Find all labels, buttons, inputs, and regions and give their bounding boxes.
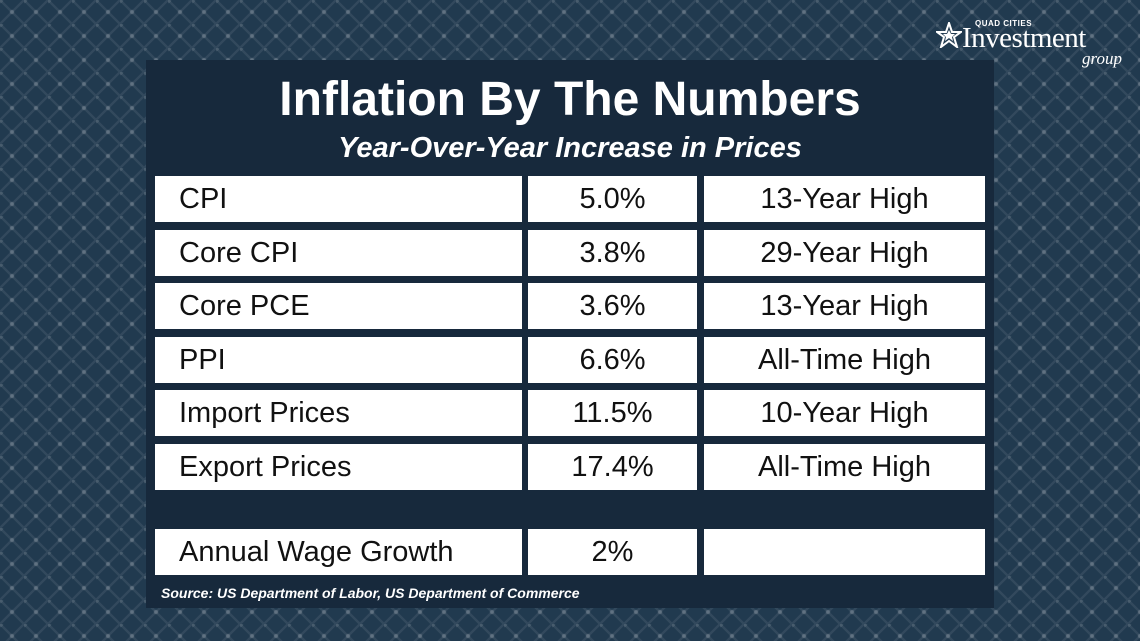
measure-cell: Core CPI bbox=[155, 230, 522, 276]
value-cell: 3.6% bbox=[528, 283, 697, 329]
value-cell: 5.0% bbox=[528, 176, 697, 222]
value-cell: 3.8% bbox=[528, 230, 697, 276]
measure-cell: PPI bbox=[155, 337, 522, 383]
table-row: Core CPI 3.8% 29-Year High bbox=[155, 230, 985, 276]
star-icon bbox=[936, 22, 962, 48]
company-logo: QUAD CITIES Investment group bbox=[936, 16, 1124, 70]
note-cell: 29-Year High bbox=[704, 230, 985, 276]
note-cell: 13-Year High bbox=[704, 283, 985, 329]
measure-cell: Export Prices bbox=[155, 444, 522, 490]
logo-main-text: Investment bbox=[962, 22, 1086, 54]
measure-cell: Annual Wage Growth bbox=[155, 529, 522, 575]
source-note: Source: US Department of Labor, US Depar… bbox=[161, 585, 580, 601]
note-cell: 13-Year High bbox=[704, 176, 985, 222]
note-cell: All-Time High bbox=[704, 337, 985, 383]
table-row: Export Prices 17.4% All-Time High bbox=[155, 444, 985, 490]
measure-cell: Import Prices bbox=[155, 390, 522, 436]
table-row: Import Prices 11.5% 10-Year High bbox=[155, 390, 985, 436]
content-panel bbox=[146, 60, 994, 608]
table-row: PPI 6.6% All-Time High bbox=[155, 337, 985, 383]
table-row: CPI 5.0% 13-Year High bbox=[155, 176, 985, 222]
note-cell bbox=[704, 529, 985, 575]
measure-cell: Core PCE bbox=[155, 283, 522, 329]
note-cell: 10-Year High bbox=[704, 390, 985, 436]
value-cell: 17.4% bbox=[528, 444, 697, 490]
table-row: Core PCE 3.6% 13-Year High bbox=[155, 283, 985, 329]
value-cell: 2% bbox=[528, 529, 697, 575]
value-cell: 6.6% bbox=[528, 337, 697, 383]
note-cell: All-Time High bbox=[704, 444, 985, 490]
wage-growth-row: Annual Wage Growth 2% bbox=[155, 529, 985, 575]
measure-cell: CPI bbox=[155, 176, 522, 222]
page-subtitle: Year-Over-Year Increase in Prices bbox=[338, 132, 802, 164]
logo-sub-text: group bbox=[1082, 49, 1122, 68]
logo-top-text: QUAD CITIES bbox=[975, 19, 1033, 28]
page-title: Inflation By The Numbers bbox=[279, 73, 861, 126]
value-cell: 11.5% bbox=[528, 390, 697, 436]
